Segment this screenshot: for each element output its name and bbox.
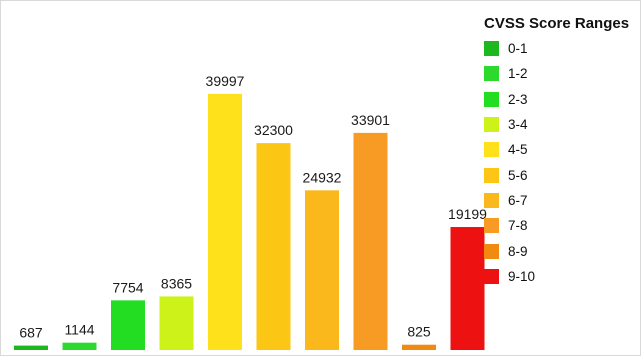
legend-item-9-10: 9-10 <box>484 264 641 289</box>
legend-label: 1-2 <box>508 66 528 82</box>
legend-item-4-5: 4-5 <box>484 137 641 162</box>
bar-9-10 <box>450 227 485 350</box>
legend-item-3-4: 3-4 <box>484 112 641 137</box>
bar-value-label: 33901 <box>351 112 390 128</box>
bar-value-label: 19199 <box>448 206 487 222</box>
legend-label: 8-9 <box>508 243 528 259</box>
legend-items: 0-1 1-2 2-3 3-4 4-5 5-6 6-7 7-8 8-9 9-10 <box>484 36 641 289</box>
legend-swatch <box>484 91 499 107</box>
legend-swatch <box>484 192 499 208</box>
legend-item-2-3: 2-3 <box>484 87 641 112</box>
legend-label: 6-7 <box>508 192 528 208</box>
bar-value-label: 687 <box>19 325 43 341</box>
legend-swatch <box>484 218 499 234</box>
legend-label: 3-4 <box>508 117 528 133</box>
bar-value-label: 1144 <box>64 322 94 338</box>
legend-swatch <box>484 142 499 158</box>
bar-5-6 <box>256 143 291 350</box>
bar-value-label: 24932 <box>303 169 342 185</box>
legend-item-6-7: 6-7 <box>484 188 641 213</box>
legend-label: 5-6 <box>508 167 528 183</box>
legend: CVSS Score Ranges 0-1 1-2 2-3 3-4 4-5 5-6 6-7 7… <box>484 15 641 289</box>
legend-label: 4-5 <box>508 142 528 158</box>
bar-6-7 <box>305 190 339 350</box>
bar-value-label: 32300 <box>254 122 293 138</box>
legend-item-1-2: 1-2 <box>484 61 641 86</box>
bar-value-label: 8365 <box>161 275 192 291</box>
bar-7-8 <box>353 132 388 350</box>
bar-value-label: 825 <box>407 324 431 340</box>
bar-4-5 <box>208 93 242 350</box>
legend-label: 7-8 <box>508 218 528 234</box>
bar-8-9 <box>402 344 436 350</box>
legend-item-0-1: 0-1 <box>484 36 641 61</box>
legend-label: 2-3 <box>508 91 528 107</box>
bar-value-label: 7754 <box>112 279 143 295</box>
legend-label: 0-1 <box>508 41 528 57</box>
legend-item-5-6: 5-6 <box>484 162 641 187</box>
bar-2-3 <box>111 300 145 350</box>
bar-value-label: 39997 <box>206 73 245 89</box>
legend-title: CVSS Score Ranges <box>484 15 630 32</box>
legend-label: 9-10 <box>508 268 536 284</box>
legend-item-8-9: 8-9 <box>484 238 641 263</box>
legend-swatch <box>484 268 499 284</box>
bar-3-4 <box>159 296 194 350</box>
bar-1-2 <box>62 342 97 350</box>
legend-swatch <box>484 167 499 183</box>
legend-swatch <box>484 41 499 57</box>
legend-swatch <box>484 117 499 133</box>
legend-item-7-8: 7-8 <box>484 213 641 238</box>
legend-swatch <box>484 243 499 259</box>
bar-0-1 <box>14 345 48 350</box>
legend-swatch <box>484 66 499 82</box>
